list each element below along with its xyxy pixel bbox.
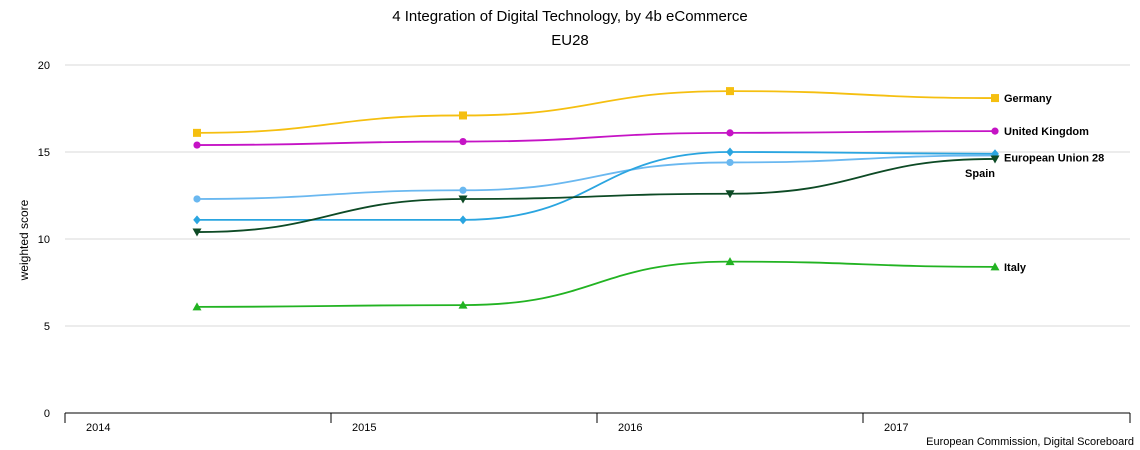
series-label: Germany xyxy=(1004,93,1053,105)
series-line xyxy=(196,154,996,200)
series-line xyxy=(196,90,996,134)
y-tick-label: 15 xyxy=(38,147,50,159)
data-point xyxy=(193,195,201,203)
series-group xyxy=(192,257,1000,311)
data-point xyxy=(459,137,467,146)
credit-text: European Commission, Digital Scoreboard xyxy=(926,436,1134,448)
series-line xyxy=(196,130,996,146)
series-line xyxy=(196,260,996,308)
data-point xyxy=(726,158,734,167)
series-line xyxy=(196,151,996,221)
data-point xyxy=(192,228,202,237)
series-labels: Germany United Kingdom European Union 28 Sp… xyxy=(965,93,1104,274)
series-label: United Kingdom xyxy=(1004,126,1089,138)
series-group xyxy=(193,127,999,149)
data-point xyxy=(726,87,734,96)
data-point xyxy=(991,94,999,103)
y-tick-label: 0 xyxy=(44,408,50,420)
data-point xyxy=(192,302,202,311)
data-point xyxy=(725,190,735,199)
data-point xyxy=(458,195,468,204)
series-group xyxy=(192,155,1000,237)
data-point xyxy=(193,141,201,149)
chart-title: 4 Integration of Digital Technology, by … xyxy=(392,8,748,25)
series-group xyxy=(193,151,999,203)
data-point xyxy=(990,155,1000,164)
x-tick-label: 2014 xyxy=(86,422,110,434)
x-tick-label: 2015 xyxy=(352,422,376,434)
data-point xyxy=(458,300,468,309)
series-lines xyxy=(192,87,1000,311)
data-point xyxy=(990,262,1000,271)
data-point xyxy=(991,127,999,135)
data-point xyxy=(459,215,467,225)
y-tick-label: 20 xyxy=(38,60,50,72)
x-tick-label: 2016 xyxy=(618,422,642,434)
series-line xyxy=(196,158,996,233)
series-label: Spain xyxy=(965,168,995,180)
series-label: Italy xyxy=(1004,262,1027,274)
axes: 0 5 10 15 20 2014 2015 2016 2017 xyxy=(38,60,1131,434)
series-group xyxy=(193,147,999,225)
series-label: European Union 28 xyxy=(1004,152,1104,164)
data-point xyxy=(726,129,734,137)
series-group xyxy=(193,87,999,137)
y-tick-label: 5 xyxy=(44,321,50,333)
data-point xyxy=(991,149,999,159)
data-point xyxy=(459,186,467,194)
data-point xyxy=(725,257,735,266)
x-tick-label: 2017 xyxy=(884,422,908,434)
data-point xyxy=(459,111,467,120)
gridlines xyxy=(65,64,1130,327)
data-point xyxy=(726,147,734,157)
y-axis-label: weighted score xyxy=(17,199,31,281)
data-point xyxy=(193,128,201,137)
y-tick-label: 10 xyxy=(38,234,50,246)
chart-subtitle: EU28 xyxy=(551,32,589,49)
data-point xyxy=(193,215,201,225)
